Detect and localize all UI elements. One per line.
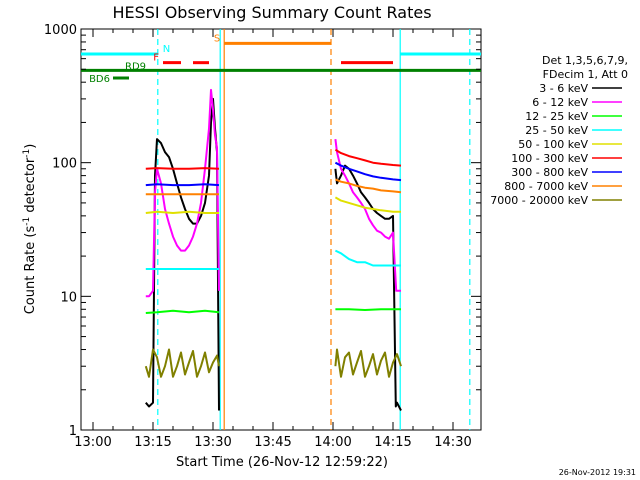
chart-title: HESSI Observing Summary Count Rates <box>112 3 431 22</box>
legend-item-label: 7000 - 20000 keV <box>490 194 588 207</box>
flag-label-f: F <box>153 53 159 64</box>
y-axis-label-end: ) <box>23 144 38 149</box>
series-line <box>335 178 402 194</box>
y-axis: 1 10 100 1000 <box>44 23 481 439</box>
series-line <box>334 148 402 167</box>
legend: Det 1,3,5,6,7,9, FDecim 1, Att 0 3 - 6 k… <box>490 54 628 207</box>
legend-item-label: 12 - 25 keV <box>525 110 588 123</box>
series-line <box>335 308 401 311</box>
legend-item-label: 6 - 12 keV <box>532 96 588 109</box>
x-axis: 13:00 13:15 13:30 13:45 14:00 14:15 14:30 <box>74 29 472 450</box>
series-line <box>144 348 220 378</box>
series-line <box>334 161 402 182</box>
series-line <box>334 196 401 213</box>
plot-frame <box>80 28 482 431</box>
y-axis-label-exp2: -1 <box>22 149 32 158</box>
legend-header-2: FDecim 1, Att 0 <box>543 68 628 81</box>
series-line <box>145 183 220 187</box>
flag-label-rd9: RD9 <box>125 61 146 72</box>
legend-item-label: 3 - 6 keV <box>539 82 588 95</box>
y-tick-label: 100 <box>52 157 77 172</box>
y-tick-label: 1 <box>69 424 77 439</box>
series-lines <box>144 88 402 411</box>
series-line <box>145 210 219 214</box>
series-line <box>334 249 401 267</box>
series-line <box>334 164 402 411</box>
x-tick-label: 14:00 <box>314 435 351 450</box>
timestamp: 26-Nov-2012 19:31 <box>559 468 636 477</box>
flag-label-s: S <box>214 33 220 44</box>
x-tick-label: 14:30 <box>434 435 471 450</box>
flag-label-bd6: BD6 <box>89 74 110 85</box>
legend-item-label: 800 - 7000 keV <box>504 180 588 193</box>
series-line <box>334 138 401 292</box>
series-line <box>145 88 220 298</box>
x-tick-label: 14:15 <box>374 435 411 450</box>
y-axis-label-base: Count Rate (s <box>23 226 38 315</box>
legend-item-label: 25 - 50 keV <box>525 124 588 137</box>
x-axis-label: Start Time (26-Nov-12 12:59:22) <box>176 455 388 470</box>
series-line <box>145 309 220 314</box>
series-line <box>145 97 220 411</box>
legend-item-label: 100 - 300 keV <box>511 152 588 165</box>
x-tick-label: 13:15 <box>134 435 171 450</box>
legend-header-1: Det 1,3,5,6,7,9, <box>542 54 628 67</box>
y-axis-label: Count Rate (s-1 detector-1) <box>22 144 38 315</box>
y-tick-label: 10 <box>60 290 77 305</box>
legend-item-label: 300 - 800 keV <box>511 166 588 179</box>
y-tick-label: 1000 <box>44 23 77 38</box>
y-axis-label-mid: detector <box>23 157 38 217</box>
series-line <box>334 348 402 378</box>
flag-bars: N S F RD9 BD6 <box>81 33 481 85</box>
series-line <box>145 167 220 170</box>
x-tick-label: 13:30 <box>194 435 231 450</box>
x-tick-label: 13:45 <box>254 435 291 450</box>
y-axis-label-exp1: -1 <box>22 217 32 226</box>
flag-label-n: N <box>163 44 170 55</box>
legend-item-label: 50 - 100 keV <box>518 138 588 151</box>
vertical-markers <box>157 29 471 430</box>
x-tick-label: 13:00 <box>74 435 111 450</box>
